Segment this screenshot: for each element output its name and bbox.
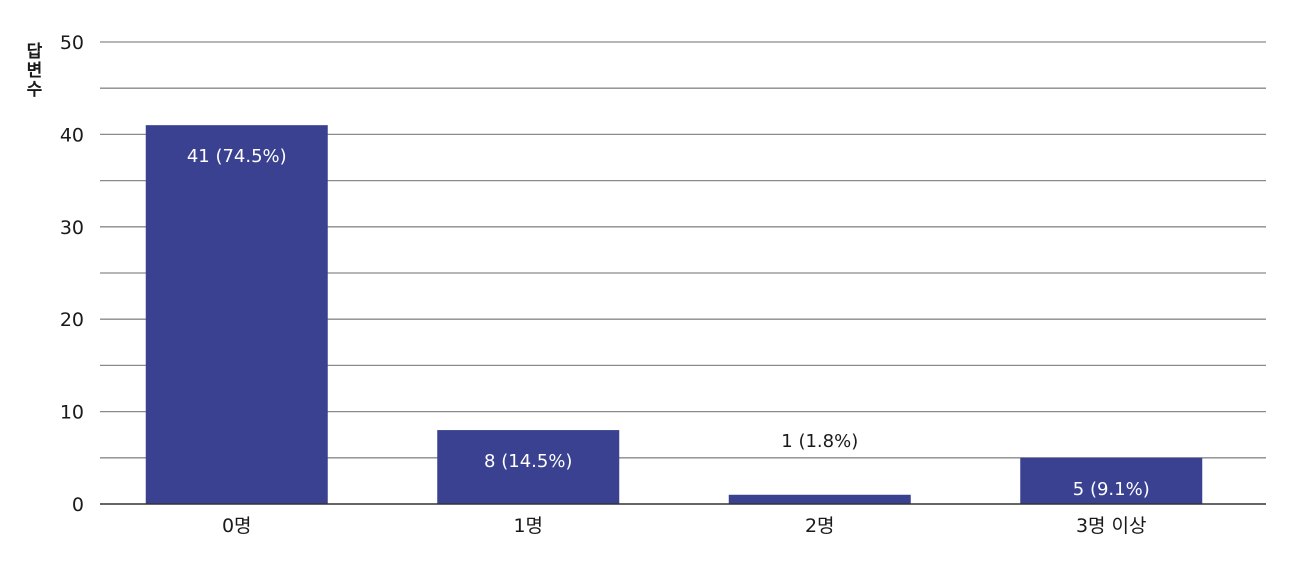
y-tick-label: 40: [60, 124, 84, 146]
x-tick-label: 3명 이상: [1076, 515, 1147, 537]
y-axis-label: 답변수: [22, 42, 42, 99]
bar-1: [145, 125, 328, 504]
bar-4: [1020, 457, 1203, 504]
x-axis-ticks: 0명 1명 2명 3명 이상: [222, 515, 1147, 537]
y-axis-title: 답변수: [22, 42, 42, 99]
x-tick-label: 0명: [222, 515, 252, 537]
data-label: 5 (9.1%): [1073, 479, 1150, 500]
x-tick-label: 2명: [805, 515, 835, 537]
data-label: 1 (1.8%): [781, 431, 858, 452]
y-tick-label: 20: [60, 309, 84, 331]
y-tick-label: 10: [60, 402, 84, 424]
bar-3: [728, 494, 911, 504]
bar-2: [437, 430, 620, 504]
x-tick-label: 1명: [513, 515, 543, 537]
y-tick-label: 50: [60, 32, 84, 54]
y-axis-ticks: 0 10 20 30 40 50: [60, 32, 84, 516]
y-tick-label: 0: [72, 494, 84, 516]
data-labels: 41 (74.5%) 8 (14.5%) 1 (1.8%) 5 (9.1%): [187, 146, 1150, 500]
data-label: 8 (14.5%): [484, 451, 572, 472]
data-label: 41 (74.5%): [187, 146, 287, 167]
bars: [145, 125, 1203, 504]
y-tick-label: 30: [60, 217, 84, 239]
